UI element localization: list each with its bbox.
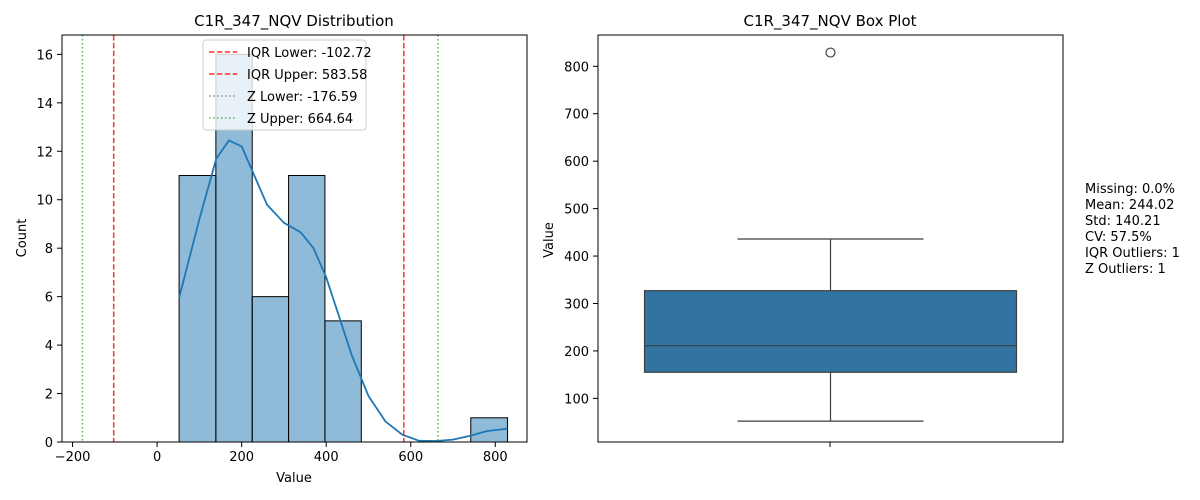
histogram-y-tick-label-1: 2 xyxy=(45,388,53,403)
histogram-y-ticks: 0 2 4 6 8 10 12 14 16 xyxy=(36,48,62,451)
stat-iqr-outliers: IQR Outliers: 1 xyxy=(1085,246,1180,261)
histogram-y-tick-label-2: 4 xyxy=(45,339,53,354)
histogram-y-tick-label-5: 10 xyxy=(36,194,53,209)
boxplot-panel: C1R_347_NQV Box Plot 100 200 300 400 500 600 7… xyxy=(542,12,1064,447)
legend-label-iqr-upper: IQR Upper: 583.58 xyxy=(247,68,367,83)
histogram-x-tick-label-2: 200 xyxy=(229,450,254,465)
histogram-y-tick-label-4: 8 xyxy=(45,242,53,257)
boxplot-title: C1R_347_NQV Box Plot xyxy=(743,12,916,31)
histogram-y-tick-label-8: 16 xyxy=(36,48,53,63)
outlier-point-0 xyxy=(825,47,836,58)
histogram-bar-4 xyxy=(324,320,362,443)
boxplot-y-tick-label-4: 500 xyxy=(564,203,589,218)
stat-mean: Mean: 244.02 xyxy=(1085,198,1174,213)
boxplot-y-ticks: 100 200 300 400 500 600 700 800 xyxy=(564,60,598,407)
statistics-annotation: Missing: 0.0% Mean: 244.02 Std: 140.21 C… xyxy=(1085,182,1180,277)
histogram-x-ticks: −200 0 200 400 600 800 xyxy=(55,442,508,465)
stat-missing: Missing: 0.0% xyxy=(1085,182,1175,197)
histogram-legend: IQR Lower: -102.72 IQR Upper: 583.58 Z L… xyxy=(202,39,372,131)
histogram-y-tick-label-6: 12 xyxy=(36,145,53,160)
reference-lines xyxy=(81,35,439,442)
histogram-panel: C1R_347_NQV Distribution −200 0 200 400 600 8… xyxy=(15,12,528,486)
legend-label-iqr-lower: IQR Lower: -102.72 xyxy=(247,46,372,61)
histogram-x-axis-label: Value xyxy=(276,471,312,486)
boxplot-y-tick-label-2: 300 xyxy=(564,297,589,312)
boxplot-y-tick-label-6: 700 xyxy=(564,108,589,123)
boxplot-y-tick-label-0: 100 xyxy=(564,392,589,407)
legend-label-z-lower: Z Lower: -176.59 xyxy=(247,90,357,105)
histogram-x-tick-label-4: 600 xyxy=(398,450,423,465)
histogram-x-tick-label-5: 800 xyxy=(483,450,508,465)
boxplot-y-axis-label: Value xyxy=(542,222,557,258)
stat-cv: CV: 57.5% xyxy=(1085,230,1152,245)
legend-box xyxy=(202,39,367,131)
histogram-y-tick-label-0: 0 xyxy=(45,436,53,451)
histogram-bar-0 xyxy=(178,175,217,443)
kde-curve-group xyxy=(178,139,508,442)
histogram-y-tick-label-7: 14 xyxy=(36,97,53,112)
histogram-bar-2 xyxy=(251,296,290,443)
histogram-y-axis-label: Count xyxy=(15,219,30,258)
stat-z-outliers: Z Outliers: 1 xyxy=(1085,262,1166,277)
histogram-bar-3 xyxy=(288,175,326,443)
legend-label-z-upper: Z Upper: 664.64 xyxy=(247,112,353,127)
histogram-x-tick-label-1: 0 xyxy=(153,450,161,465)
stat-std: Std: 140.21 xyxy=(1085,214,1161,229)
iqr-box xyxy=(643,290,1018,373)
boxplot-y-tick-label-3: 400 xyxy=(564,250,589,265)
kde-curve xyxy=(178,139,508,442)
boxplot-y-tick-label-1: 200 xyxy=(564,345,589,360)
boxplot-marks xyxy=(643,47,1018,422)
histogram-x-tick-label-0: −200 xyxy=(55,450,91,465)
histogram-axes-frame xyxy=(61,34,528,443)
histogram-title: C1R_347_NQV Distribution xyxy=(194,12,394,31)
histogram-x-tick-label-3: 400 xyxy=(314,450,339,465)
boxplot-y-tick-label-5: 600 xyxy=(564,155,589,170)
histogram-y-tick-label-3: 6 xyxy=(45,291,53,306)
boxplot-y-tick-label-7: 800 xyxy=(564,60,589,75)
